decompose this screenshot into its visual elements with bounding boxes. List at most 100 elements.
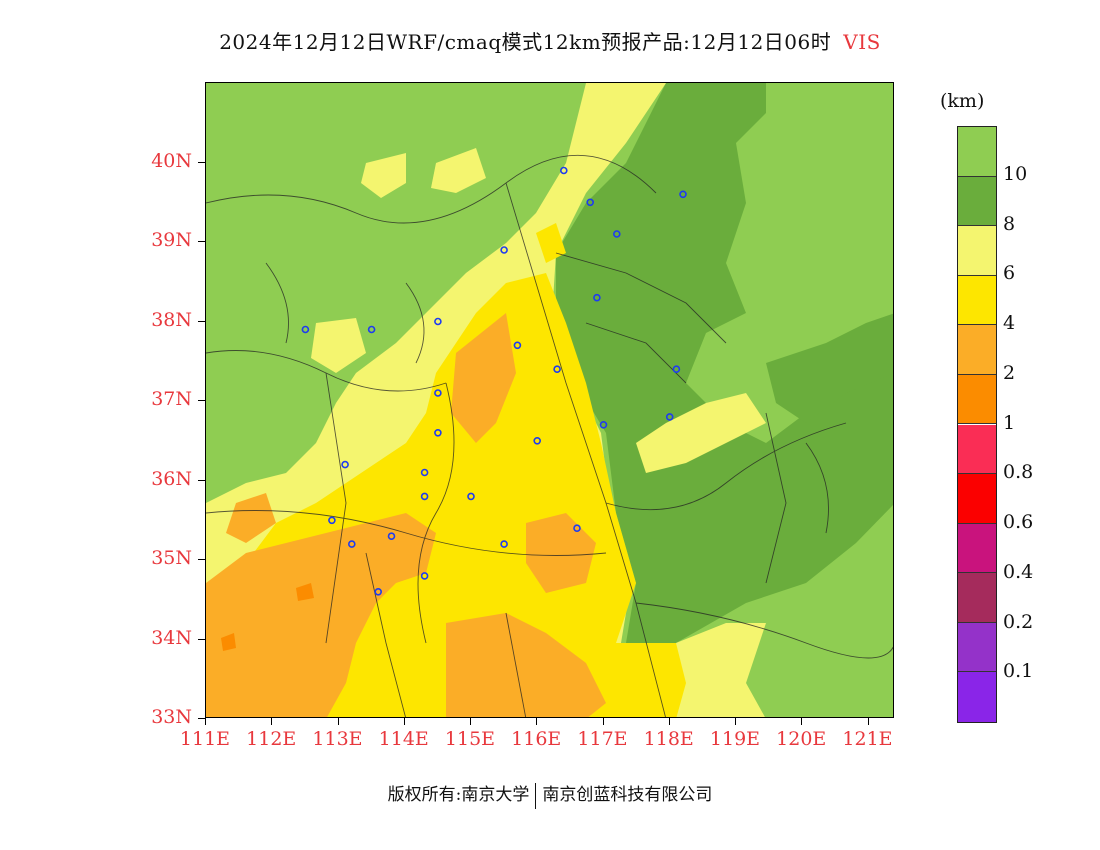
colorbar-segment [958,127,996,177]
colorbar-label: 1 [1003,411,1016,434]
lon-tick-mark [470,718,471,725]
colorbar-label: 2 [1003,361,1016,384]
zone-6to8-patch1 [311,318,366,373]
lat-tick-label: 39N [151,229,192,251]
lon-tick-label: 112E [246,728,297,750]
city-marker [679,190,687,199]
lon-tick-mark [337,718,339,725]
lon-tick-mark [867,718,869,725]
lon-tick-mark [205,718,206,725]
colorbar-segment [958,275,996,326]
copyright-footer: 版权所有:南京大学 南京创蓝科技有限公司 [0,780,1100,809]
colorbar-label: 4 [1003,312,1016,334]
city-marker [367,325,376,334]
colorbar-segment [958,622,996,673]
map-canvas [206,83,893,717]
lon-tick-mark [735,718,736,725]
copyright-owner: 版权所有:南京大学 [387,785,530,805]
city-marker [593,293,601,302]
colorbar-segment [958,424,996,475]
colorbar-segment [958,176,996,227]
city-marker [301,325,310,334]
zone-2to4-west [206,513,436,717]
lat-tick-mark [198,559,205,560]
lat-tick-mark [198,400,205,401]
lon-tick-label: 114E [378,728,429,750]
colorbar-segment [958,523,996,574]
lat-tick-label: 36N [151,467,192,490]
colorbar-segment [958,573,996,623]
city-marker [533,436,542,445]
lat-tick-mark [198,479,205,481]
lat-tick-mark [198,241,205,242]
lon-tick-mark [536,718,538,725]
colorbar-label: 0.1 [1003,660,1034,683]
colorbar-label: 0.4 [1003,560,1034,583]
zone-4to6-patch [536,223,566,263]
city-marker [500,246,508,254]
lat-tick-label: 40N [151,149,192,172]
city-marker [434,317,442,326]
colorbar-segment [958,325,996,375]
city-marker [513,341,522,350]
city-marker [420,572,429,580]
zone-2to4-south [446,613,606,717]
city-marker [420,492,429,501]
lon-tick-label: 113E [312,728,363,750]
map-title: 2024年12月12日WRF/cmaq模式12km预报产品:12月12日06时 V… [0,26,1100,55]
city-marker [559,166,568,175]
zone-8to10-northeast [556,83,893,643]
zone-2to4-center [451,313,516,443]
lon-tick-mark [801,718,803,725]
city-marker [374,587,382,596]
lon-tick-mark [668,718,670,725]
lat-tick-label: 33N [151,706,192,728]
zone-6to8-patch3 [431,148,486,193]
zone-1to2-b [221,633,236,651]
lat-tick-label: 37N [151,388,192,410]
lon-tick-label: 117E [577,728,628,750]
copyright-company: 南京创蓝科技有限公司 [542,785,713,805]
city-marker [434,428,442,437]
city-marker [500,540,508,548]
city-marker [467,492,475,501]
credit-separator [535,782,537,809]
lon-tick-label: 120E [776,728,827,750]
lon-tick-mark [403,718,405,725]
city-marker [612,230,621,238]
city-marker [586,198,595,207]
lat-tick-mark [198,638,205,640]
lon-tick-label: 115E [444,728,496,750]
city-marker [328,516,336,525]
zone-6to8-east [636,393,766,473]
zone-6to8-patch2 [361,153,406,198]
lat-tick-label: 34N [151,626,192,649]
lon-tick-mark [271,718,273,725]
colorbar-segment [958,374,996,425]
colorbar-label: 0.6 [1003,511,1034,533]
visibility-map [205,82,894,718]
lon-tick-label: 116E [511,728,562,750]
lon-tick-mark [602,718,604,725]
zone-1to2-a [296,583,314,601]
zone-8to10-coast [766,313,893,423]
zone-2to4-mid [526,513,596,593]
lon-tick-label: 118E [643,728,694,750]
zone-2to4-patch [226,493,276,543]
colorbar-label: 8 [1003,212,1016,235]
lon-tick-label: 121E [842,728,893,750]
lat-tick-mark [198,161,205,163]
city-marker [434,389,442,397]
colorbar-label: 6 [1003,262,1016,285]
colorbar-segment [958,474,996,524]
colorbar-segment [958,226,996,276]
colorbar-segment [958,672,996,722]
colorbar-label: 10 [1003,162,1028,185]
lon-tick-label: 119E [709,728,761,750]
lat-tick-mark [198,320,205,322]
city-marker [599,420,608,429]
city-marker [672,365,681,374]
city-marker [573,524,581,533]
colorbar-label: 0.2 [1003,610,1034,633]
city-marker [420,468,429,477]
